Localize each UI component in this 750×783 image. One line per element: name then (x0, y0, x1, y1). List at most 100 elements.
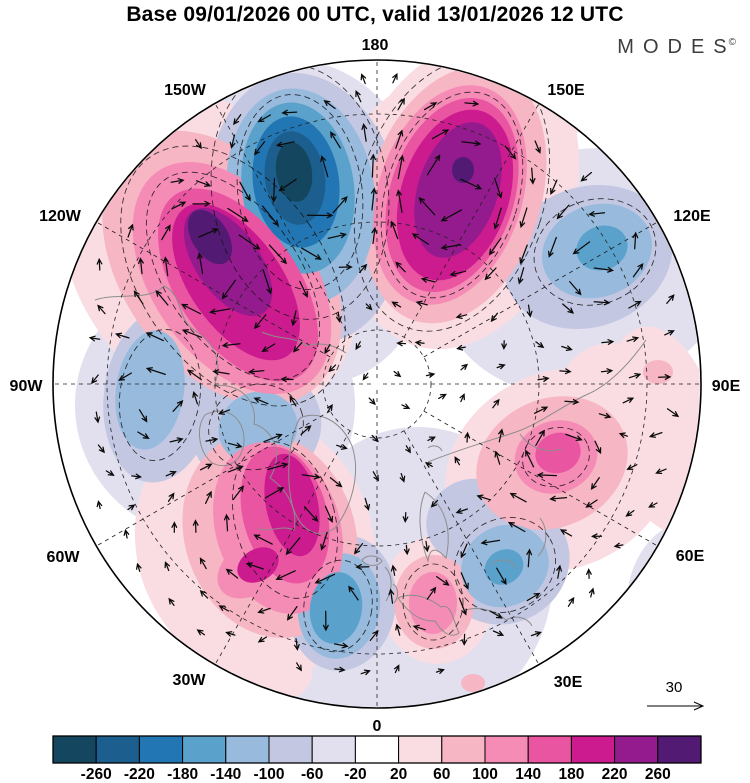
modes-logo: MODES© (617, 36, 736, 59)
wind-arrow (601, 339, 615, 345)
wind-arrow (435, 575, 450, 586)
wind-arrow (588, 587, 595, 598)
anomaly-blob (237, 547, 279, 583)
wind-arrow (509, 492, 527, 503)
wind-arrow (593, 266, 614, 273)
wind-arrow (355, 563, 370, 570)
wind-arrow (594, 440, 602, 455)
wind-arrow (392, 72, 398, 84)
colorbar-tick-label: 60 (433, 766, 450, 783)
wind-arrow (114, 332, 130, 339)
wind-arrow (306, 212, 334, 219)
wind-arrow (666, 294, 675, 305)
wind-arrow (278, 178, 297, 192)
wind-arrow (648, 431, 663, 438)
wind-arrow (289, 395, 297, 407)
wind-arrow (225, 631, 236, 637)
wind-arrow (412, 624, 426, 631)
wind-arrow (388, 588, 395, 604)
wind-arrow (564, 398, 580, 405)
map-boundary (52, 59, 702, 709)
wind-vectors (88, 72, 680, 676)
colorbar-tick-label: 140 (515, 766, 541, 783)
page-title: Base 09/01/2026 00 UTC, valid 13/01/2026… (126, 3, 624, 26)
contour-line (533, 198, 657, 306)
lon-label-150E: 150E (547, 82, 585, 99)
wind-arrow (455, 313, 468, 320)
wind-arrow (534, 140, 541, 154)
lon-label-180: 180 (362, 37, 389, 54)
wind-arrow (519, 244, 528, 265)
lon-label-120W: 120W (39, 208, 82, 225)
modes-logo-text: MODES (617, 36, 736, 58)
wind-arrow (622, 397, 635, 404)
wind-arrow (536, 472, 558, 479)
wind-arrow (559, 529, 573, 537)
wind-arrow (360, 73, 367, 85)
wind-arrow (666, 408, 680, 418)
coastline (427, 339, 647, 463)
wind-arrow (261, 343, 276, 353)
wind-arrow (192, 519, 199, 533)
wind-arrow (165, 470, 177, 477)
coastline (94, 285, 296, 531)
wind-arrow (431, 129, 450, 140)
wind-arrow (199, 557, 207, 570)
lon-label-90E: 90E (712, 378, 741, 395)
wind-arrow (395, 129, 404, 149)
wind-arrow (480, 539, 501, 546)
colorbar-segment (527, 735, 572, 764)
wind-arrow (285, 537, 301, 556)
wind-arrow (535, 341, 545, 349)
wind-arrow (227, 207, 249, 222)
colorbar-segment (182, 735, 227, 764)
anomaly-blob (461, 674, 485, 692)
wind-arrow (426, 586, 437, 600)
wind-arrow (280, 376, 294, 383)
wind-arrow (494, 177, 503, 199)
wind-arrow (585, 568, 592, 580)
wind-arrow (530, 631, 542, 637)
wind-arrow (585, 499, 598, 508)
wind-arrow (399, 472, 406, 483)
wind-arrow (197, 252, 204, 275)
meridian-line (214, 430, 351, 665)
wind-arrow (348, 585, 359, 601)
colorbar-segment (441, 735, 486, 764)
copyright-icon: © (728, 37, 736, 48)
wind-arrow (430, 499, 439, 508)
wind-arrow (171, 521, 178, 533)
wind-arrow (181, 329, 203, 338)
wind-arrow (427, 436, 436, 442)
wind-arrow (198, 228, 219, 238)
colorbar-frame (52, 735, 702, 764)
colorbar-tick-label: 220 (602, 766, 628, 783)
contour-line (232, 441, 338, 599)
wind-arrow (290, 310, 297, 327)
wind-arrow (205, 436, 219, 443)
wind-arrow (501, 340, 508, 351)
colorbar-tick-label: -60 (301, 766, 323, 783)
wind-arrow (496, 567, 507, 586)
wind-arrow (233, 114, 242, 126)
wind-arrow (411, 233, 429, 245)
wind-arrow (123, 528, 130, 539)
wind-arrow (245, 562, 264, 570)
wind-arrow (618, 432, 629, 439)
wind-arrow (395, 261, 406, 273)
wind-arrow (507, 521, 526, 533)
wind-arrow (335, 311, 342, 323)
wind-arrow (326, 404, 333, 413)
coastline (199, 410, 245, 467)
contour-line (303, 559, 373, 653)
coastline (384, 566, 399, 604)
anomaly-blob (115, 330, 185, 450)
wind-arrow (361, 123, 368, 142)
wind-arrow (460, 178, 483, 190)
wind-arrow (490, 312, 499, 323)
wind-arrow (368, 397, 376, 406)
wind-arrow (459, 393, 465, 403)
wind-arrow (625, 509, 635, 517)
wind-arrow (613, 542, 624, 549)
